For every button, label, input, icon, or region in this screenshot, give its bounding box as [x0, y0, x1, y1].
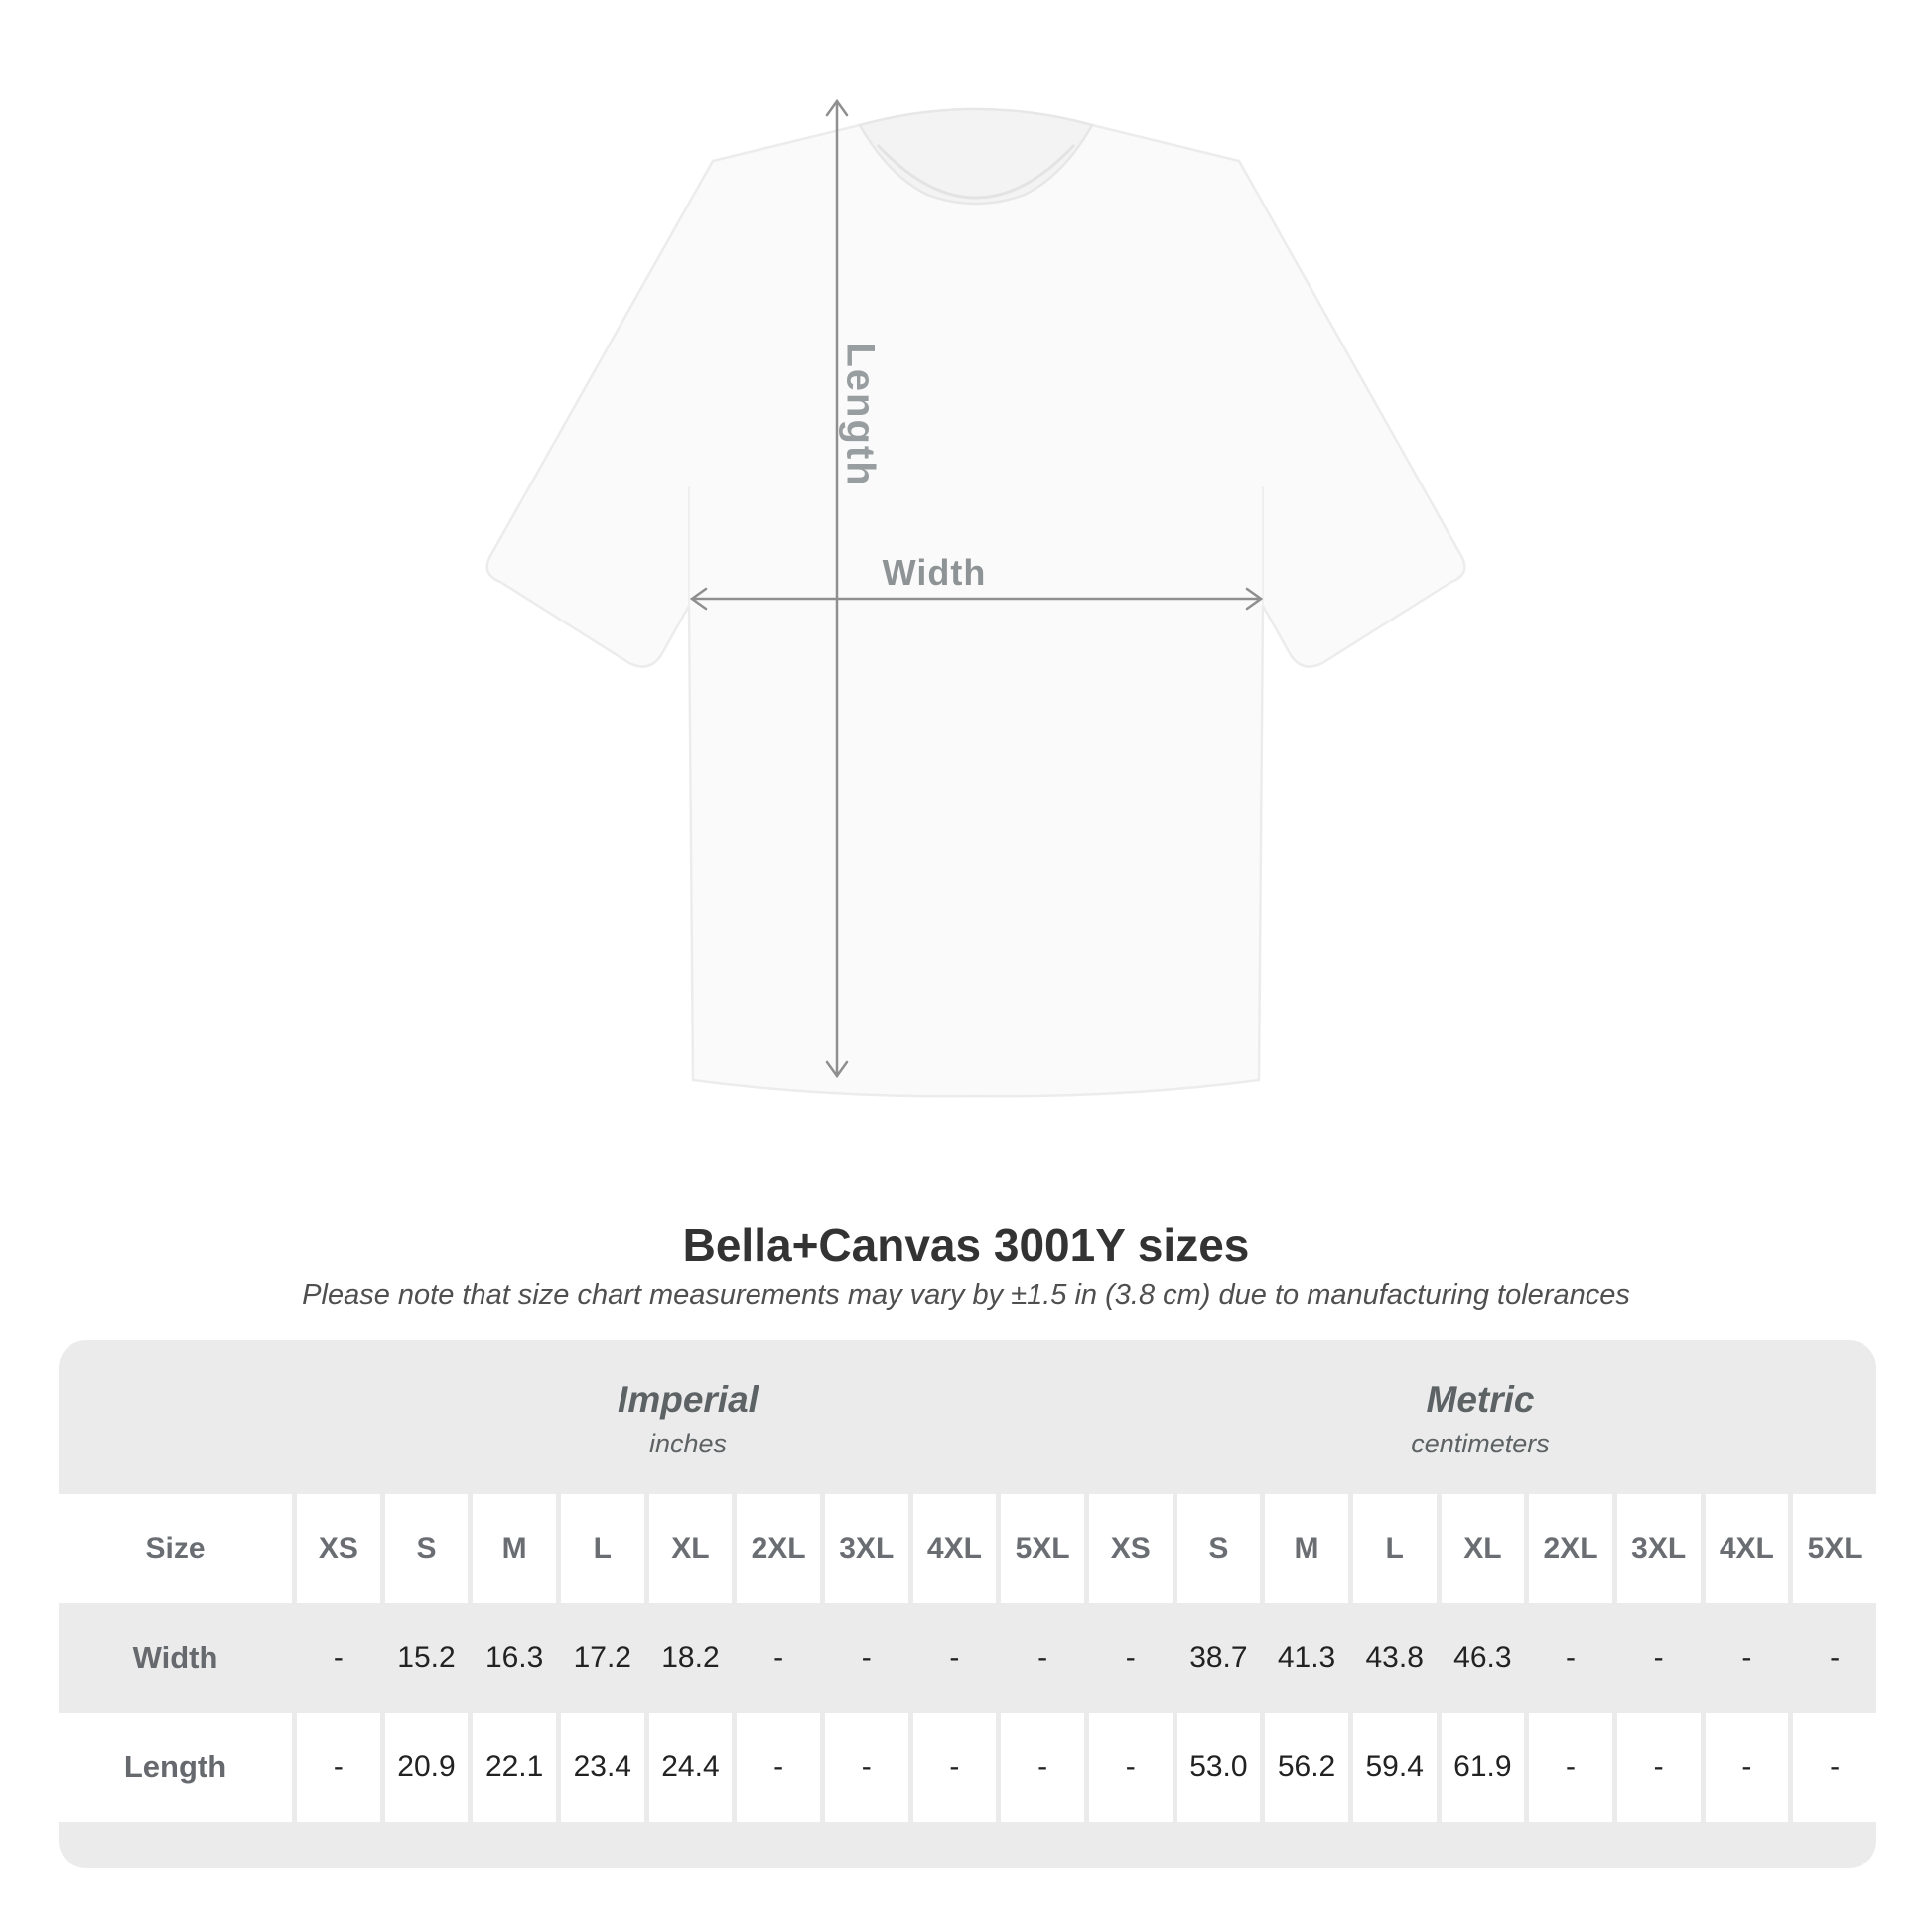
size-label-metric-3xl: 3XL — [1611, 1494, 1701, 1603]
size-label-imperial-l: L — [555, 1494, 644, 1603]
metric-header: Metric — [1426, 1379, 1535, 1420]
size-label-imperial-5xl: 5XL — [996, 1494, 1084, 1603]
imperial-header: Imperial — [618, 1379, 759, 1420]
measurement-cell: 16.3 — [468, 1603, 556, 1713]
size-label-imperial-m: M — [468, 1494, 556, 1603]
length-measure-arrow — [825, 98, 849, 1079]
measurement-cell: - — [292, 1603, 380, 1713]
metric-unit-label: centimeters — [1411, 1429, 1550, 1458]
measurement-cell: 23.4 — [555, 1713, 644, 1822]
tshirt-measure-diagram: Length Width — [485, 98, 1466, 1098]
row-label: Width — [59, 1603, 292, 1713]
page-title: Bella+Canvas 3001Y sizes — [682, 1219, 1250, 1271]
measurement-cell: - — [1700, 1603, 1789, 1713]
size-table-body: Size XS S M L XL 2XL 3XL 4XL 5XL XS S M L XL 2XL 3XL 4XL 5… — [59, 1494, 1876, 1822]
size-label-metric-xs: XS — [1083, 1494, 1173, 1603]
measurement-cell: - — [1611, 1603, 1701, 1713]
size-label-imperial-xl: XL — [643, 1494, 733, 1603]
measurement-cell: - — [907, 1713, 997, 1822]
tshirt-illustration — [485, 98, 1466, 1098]
measurement-cell: - — [292, 1713, 380, 1822]
size-header-row: Size XS S M L XL 2XL 3XL 4XL 5XL XS S M L XL 2XL 3XL 4XL 5… — [59, 1494, 1876, 1603]
measurement-cell: - — [1788, 1603, 1876, 1713]
size-chart-card: Imperial inches Metric centimeters Size X… — [59, 1340, 1876, 1868]
measurement-cell: - — [1700, 1713, 1789, 1822]
size-label-metric-xl: XL — [1436, 1494, 1525, 1603]
measurement-cell: 56.2 — [1260, 1713, 1348, 1822]
length-axis-label: Length — [838, 343, 883, 487]
measurement-cell: - — [1524, 1713, 1612, 1822]
size-label-metric-4xl: 4XL — [1700, 1494, 1789, 1603]
width-axis-label: Width — [882, 552, 987, 593]
size-label-metric-2xl: 2XL — [1524, 1494, 1612, 1603]
measurement-row-width: Width -15.2 16.3 17.2 18.2- - - - -38.7 41.3 43.8 4… — [59, 1603, 1876, 1713]
tolerance-note: Please note that size chart measurements… — [302, 1279, 1630, 1311]
measurement-cell: 24.4 — [643, 1713, 733, 1822]
measurement-cell: - — [819, 1713, 908, 1822]
size-label-imperial-2xl: 2XL — [732, 1494, 820, 1603]
size-label-metric-5xl: 5XL — [1788, 1494, 1876, 1603]
measurement-cell: 46.3 — [1436, 1603, 1525, 1713]
measurement-cell: 59.4 — [1347, 1713, 1437, 1822]
measurement-row-length: Length -20.9 22.1 23.4 24.4- - - - -53.0 56.2 59.4… — [59, 1713, 1876, 1822]
size-label-imperial-3xl: 3XL — [819, 1494, 908, 1603]
measurement-cell: - — [996, 1713, 1084, 1822]
tshirt-neckline-seam — [876, 143, 1076, 200]
measurement-cell: 18.2 — [643, 1603, 733, 1713]
measurement-cell: 20.9 — [379, 1713, 469, 1822]
measurement-cell: 61.9 — [1436, 1713, 1525, 1822]
measurement-cell: 38.7 — [1172, 1603, 1261, 1713]
measurement-cell: 43.8 — [1347, 1603, 1437, 1713]
measurement-cell: - — [1083, 1713, 1173, 1822]
measurement-cell: 15.2 — [379, 1603, 469, 1713]
measurement-cell: 22.1 — [468, 1713, 556, 1822]
measurement-cell: 17.2 — [555, 1603, 644, 1713]
measurement-cell: - — [1788, 1713, 1876, 1822]
tshirt-body-shape — [485, 107, 1466, 1098]
size-label-metric-l: L — [1347, 1494, 1437, 1603]
measurement-cell: - — [732, 1713, 820, 1822]
measurement-cell: 53.0 — [1172, 1713, 1261, 1822]
measurement-cell: - — [1083, 1603, 1173, 1713]
size-label-imperial-4xl: 4XL — [907, 1494, 997, 1603]
size-column-header: Size — [59, 1494, 292, 1603]
size-label-imperial-s: S — [379, 1494, 469, 1603]
size-table: Size XS S M L XL 2XL 3XL 4XL 5XL XS S M L XL 2XL 3XL 4XL 5… — [59, 1494, 1876, 1822]
width-measure-arrow — [689, 587, 1264, 611]
measurement-cell: - — [996, 1603, 1084, 1713]
size-label-metric-m: M — [1260, 1494, 1348, 1603]
size-label-imperial-xs: XS — [292, 1494, 380, 1603]
measurement-cell: 41.3 — [1260, 1603, 1348, 1713]
measurement-cell: - — [819, 1603, 908, 1713]
unit-header-spacer — [59, 1340, 292, 1494]
size-label-metric-s: S — [1172, 1494, 1261, 1603]
measurement-cell: - — [1524, 1603, 1612, 1713]
imperial-header-group: Imperial inches — [292, 1340, 1084, 1494]
measurement-cell: - — [907, 1603, 997, 1713]
unit-header-band: Imperial inches Metric centimeters — [59, 1340, 1876, 1494]
measurement-cell: - — [1611, 1713, 1701, 1822]
row-label: Length — [59, 1713, 292, 1822]
metric-header-group: Metric centimeters — [1084, 1340, 1876, 1494]
measurement-cell: - — [732, 1603, 820, 1713]
imperial-unit-label: inches — [648, 1429, 728, 1458]
